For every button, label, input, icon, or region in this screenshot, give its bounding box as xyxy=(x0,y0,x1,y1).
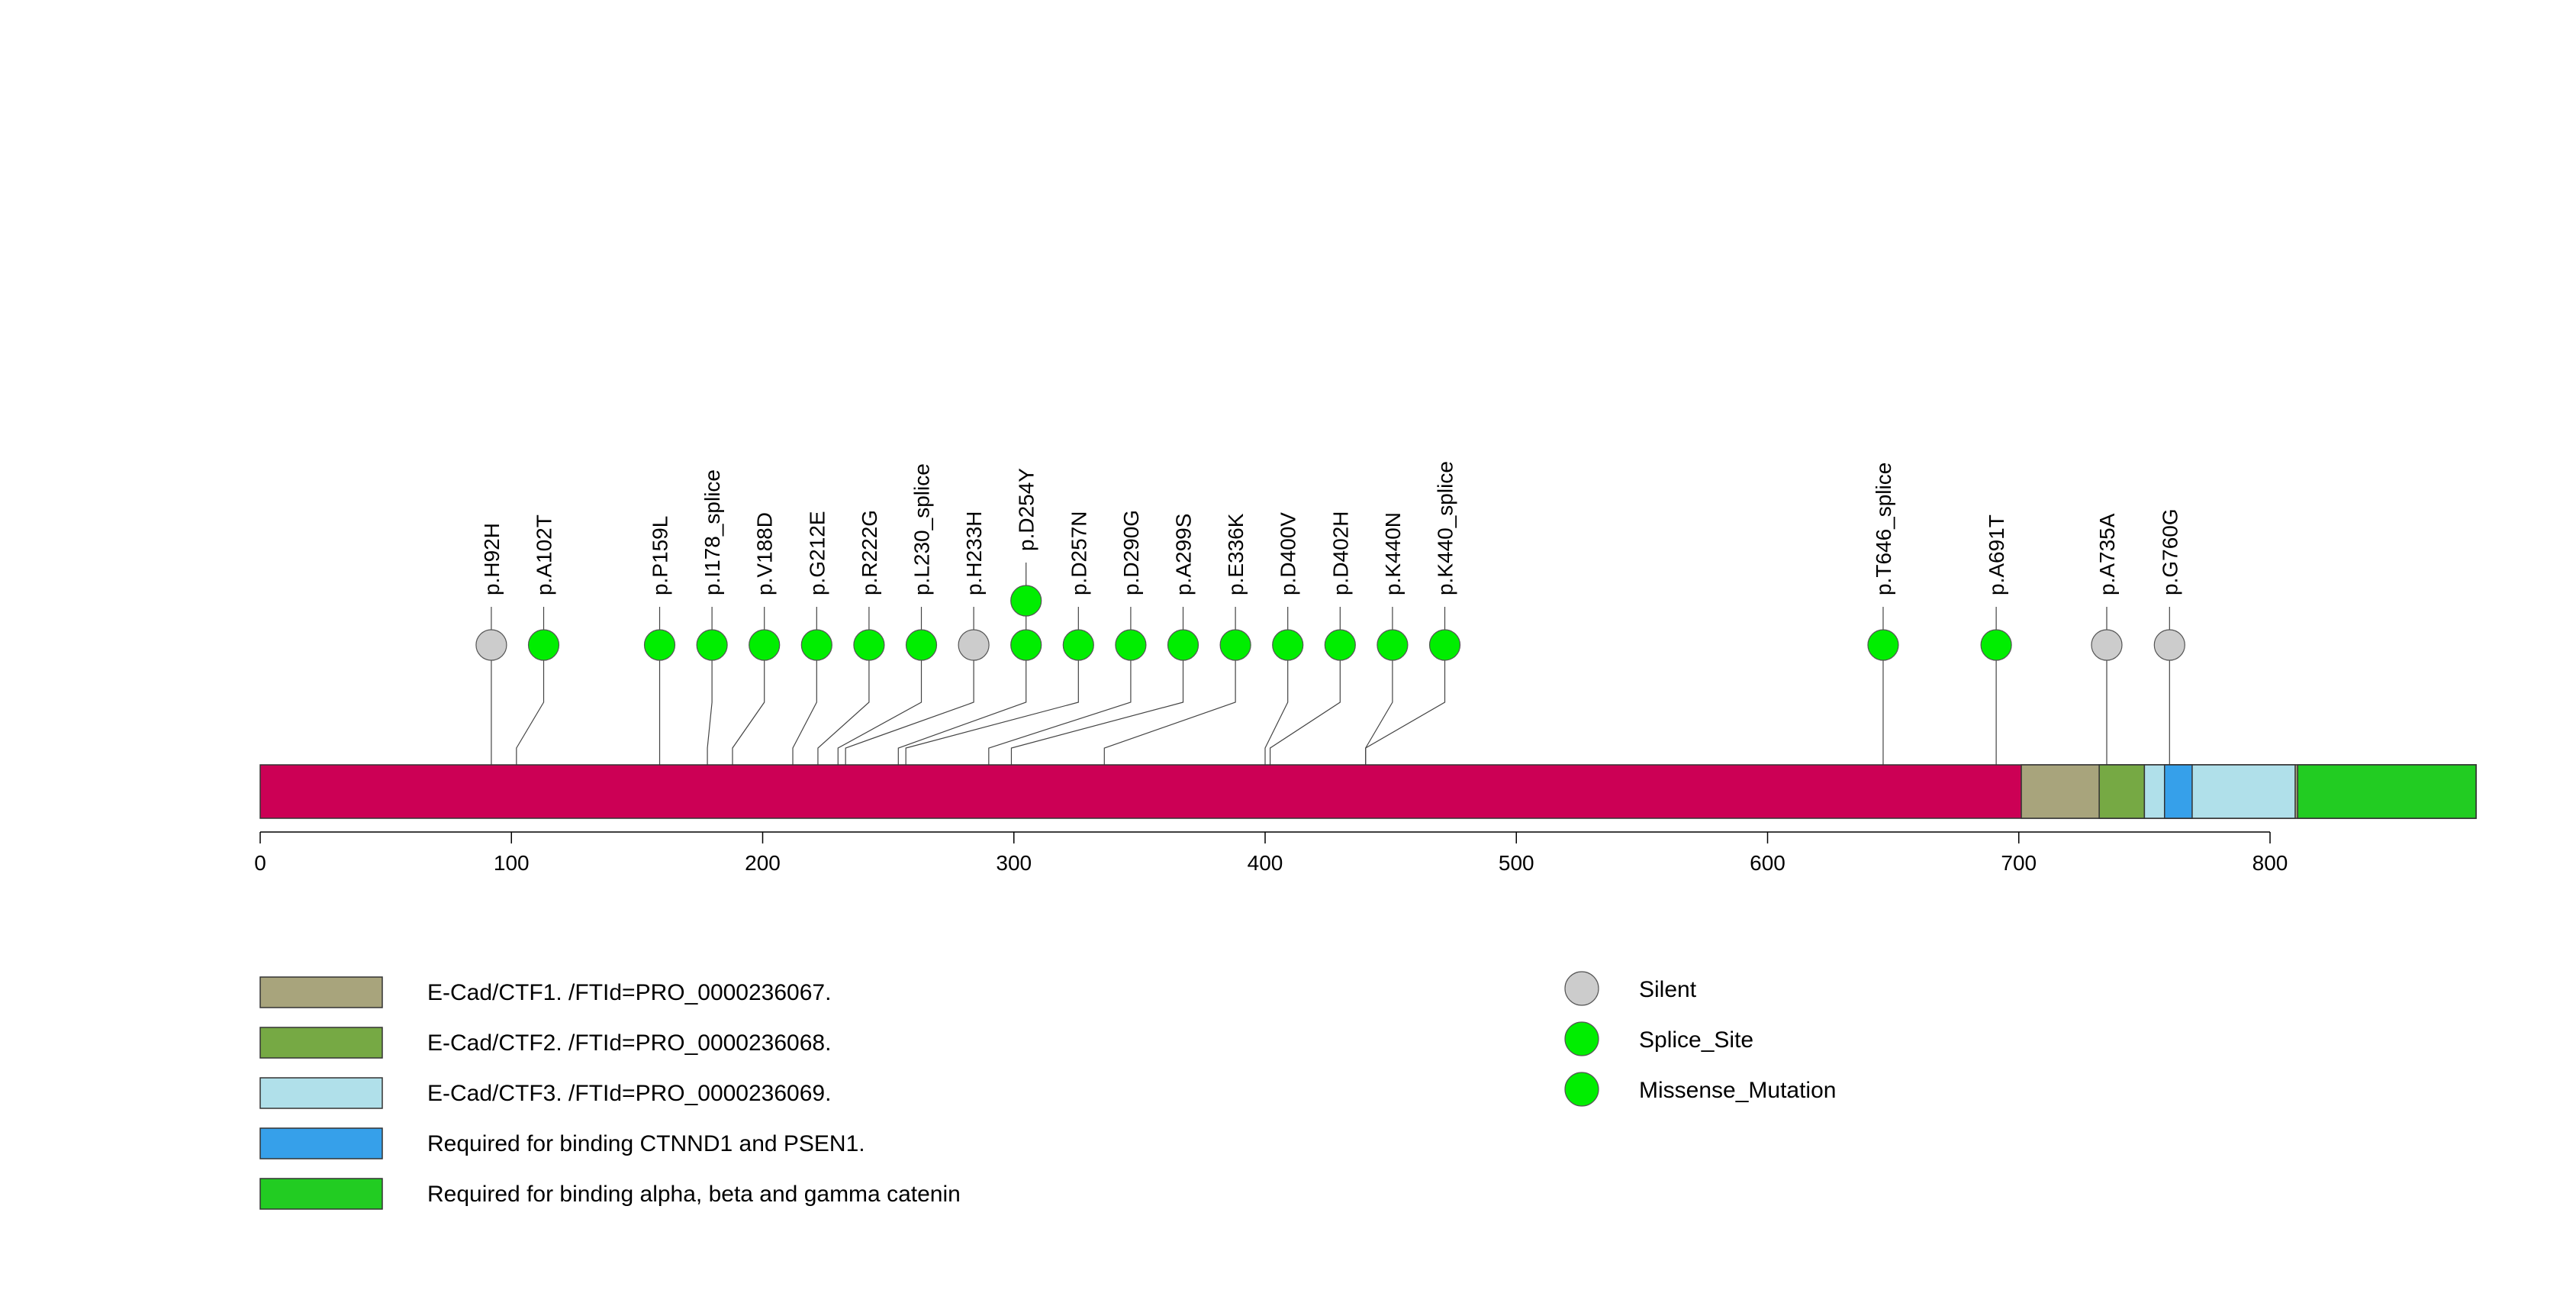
mutation-type-legend-label: Silent xyxy=(1639,977,1697,1002)
mutation-type-legend-circle xyxy=(1564,971,1599,1006)
mutation-label: p.R222G xyxy=(858,510,881,595)
mutation-circle xyxy=(1867,629,1899,661)
mutation-circle xyxy=(1167,629,1199,661)
mutation-circle xyxy=(905,629,938,661)
region-legend-swatch xyxy=(259,1027,383,1059)
region-legend-label: E-Cad/CTF1. /FTId=PRO_0000236067. xyxy=(427,980,831,1005)
mutation-label: p.V188D xyxy=(753,512,777,595)
mutation-circle xyxy=(1272,629,1304,661)
mutation-label: p.G212E xyxy=(805,511,829,595)
mutation-label: p.I178_splice xyxy=(700,469,724,595)
region-legend-swatch xyxy=(259,976,383,1008)
mutation-circle xyxy=(1377,629,1409,661)
mutation-circle xyxy=(2153,629,2185,661)
mutation-circle xyxy=(1010,585,1042,617)
mutation-labels: p.H92H p.A102T p.P159L p.I178_splice p.V188D… xyxy=(480,461,2182,595)
region-legend-swatch xyxy=(259,1077,383,1109)
region-legend-label: Required for binding CTNND1 and PSEN1. xyxy=(427,1131,865,1156)
mutation-label: p.T646_splice xyxy=(1872,463,1895,595)
mutation-label: p.A691T xyxy=(1985,514,2008,595)
x-tick-label: 500 xyxy=(1499,851,1534,875)
mutation-circle xyxy=(1980,629,2012,661)
region-bar-5 xyxy=(2297,764,2477,819)
x-axis: 0 100 200 300 400 500 600 700 800 xyxy=(254,831,2288,875)
mutation-label: p.D290G xyxy=(1119,510,1143,595)
x-tick-label: 200 xyxy=(745,851,781,875)
mutation-circle xyxy=(1062,629,1094,661)
x-tick-label: 300 xyxy=(996,851,1032,875)
mutation-circle xyxy=(1219,629,1251,661)
mutation-type-legend-label: Missense_Mutation xyxy=(1639,1078,1836,1103)
mutation-label: p.D254Y xyxy=(1015,468,1038,551)
mutation-circle xyxy=(2091,629,2123,661)
mutation-type-legend: Silent Splice_Site Missense_Mutation xyxy=(1564,971,1836,1107)
mutation-label: p.H92H xyxy=(480,523,504,595)
mutation-label: p.D400V xyxy=(1277,512,1300,595)
mutation-circle xyxy=(749,629,781,661)
mutation-circle xyxy=(1115,629,1147,661)
mutation-circle xyxy=(853,629,885,661)
mutation-label: p.K440_splice xyxy=(1434,461,1457,595)
mutation-label: p.A102T xyxy=(533,514,556,595)
mutation-label: p.A299S xyxy=(1172,514,1196,595)
mutation-label: p.G760G xyxy=(2158,508,2182,595)
x-tick-label: 100 xyxy=(494,851,530,875)
x-tick-label: 800 xyxy=(2252,851,2288,875)
region-bar-2 xyxy=(2098,764,2146,819)
mutation-label: p.P159L xyxy=(649,516,672,595)
region-legend-label: Required for binding alpha, beta and gam… xyxy=(427,1182,961,1207)
region-bar-4 xyxy=(2163,764,2193,819)
region-legend-swatch xyxy=(259,1127,383,1159)
mutation-circle xyxy=(696,629,728,661)
mutation-type-legend-label: Splice_Site xyxy=(1639,1027,1753,1053)
region-legend: E-Cad/CTF1. /FTId=PRO_0000236067. E-Cad/C… xyxy=(259,976,961,1210)
mutation-label: p.D257N xyxy=(1067,511,1090,595)
mutation-label: p.E336K xyxy=(1224,513,1248,595)
mutation-circle xyxy=(527,629,560,661)
mutation-label: p.K440N xyxy=(1381,512,1405,595)
x-tick-label: 600 xyxy=(1750,851,1785,875)
mutation-type-legend-circle xyxy=(1564,1072,1599,1107)
mutation-circle xyxy=(643,629,676,661)
mutation-label: p.L230_splice xyxy=(910,463,934,595)
mutation-label: p.D402H xyxy=(1328,511,1352,595)
mutation-circle xyxy=(958,629,990,661)
mutation-circle xyxy=(1324,629,1356,661)
mutation-label: p.H233H xyxy=(962,511,986,595)
region-legend-swatch xyxy=(259,1178,383,1210)
protein-backbone-layer xyxy=(259,764,2477,819)
x-tick-label: 400 xyxy=(1248,851,1283,875)
mutation-label: p.A735A xyxy=(2095,513,2119,595)
region-legend-label: E-Cad/CTF3. /FTId=PRO_0000236069. xyxy=(427,1081,831,1106)
mutation-circle xyxy=(1428,629,1461,661)
mutation-circle xyxy=(800,629,832,661)
x-tick-label: 700 xyxy=(2001,851,2037,875)
mutation-lollipops xyxy=(475,585,2185,661)
region-legend-label: E-Cad/CTF2. /FTId=PRO_0000236068. xyxy=(427,1030,831,1056)
mutation-circle xyxy=(1010,629,1042,661)
mutation-type-legend-circle xyxy=(1564,1021,1599,1056)
mutation-circle xyxy=(475,629,507,661)
x-tick-label: 0 xyxy=(254,851,266,875)
